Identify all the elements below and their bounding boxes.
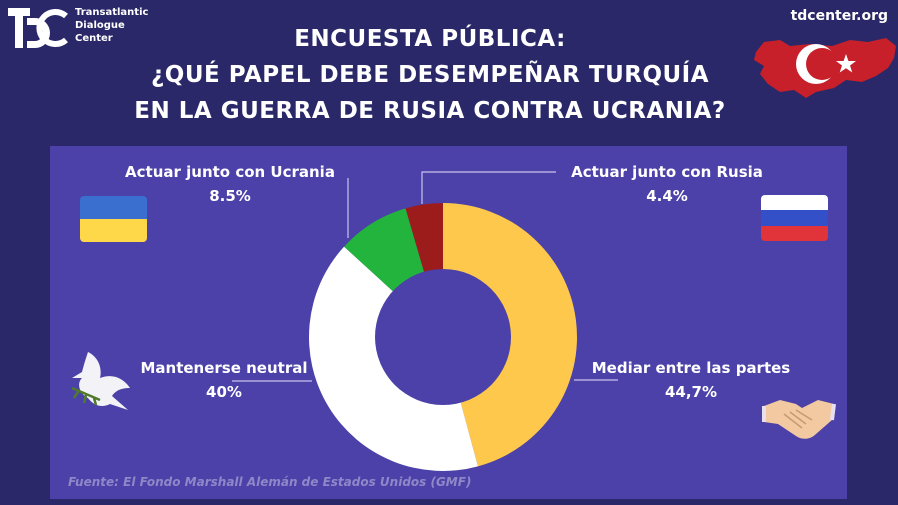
russia-flag-icon [761,195,828,241]
slice-label-mediate: Mediar entre las partes 44,7% [586,356,796,404]
slice-label-name: Mediar entre las partes [591,359,791,377]
title-line-1: ENCUESTA PÚBLICA: [294,26,566,52]
site-url: tdcenter.org [790,8,888,24]
org-name: Transatlantic Dialogue Center [75,6,165,45]
leader-line-russia [421,171,556,204]
title-line-2: ¿QUÉ PAPEL DEBE DESEMPEÑAR TURQUÍA [150,62,710,88]
turkey-map-flag-icon [754,38,896,98]
org-name-line: Center [75,33,113,44]
handshake-icon [762,400,836,439]
org-name-line: Dialogue [75,20,125,31]
donut-hole [375,269,511,405]
slice-label-name: Actuar junto con Rusia [571,163,763,181]
slice-label-value: 4.4% [646,187,688,205]
title-line-3: EN LA GUERRA DE RUSIA CONTRA UCRANIA? [134,98,726,124]
slice-label-value: 8.5% [209,187,251,205]
slice-label-value: 44,7% [664,383,718,401]
dove-icon [71,352,130,410]
org-name-line: Transatlantic [75,7,149,18]
source-note: Fuente: El Fondo Marshall Alemán de Esta… [68,475,472,489]
slice-label-russia: Actuar junto con Rusia 4.4% [562,160,772,208]
slice-label-value: 40% [206,383,242,401]
slice-label-name: Mantenerse neutral [140,359,308,377]
slice-label-name: Actuar junto con Ucrania [125,163,335,181]
slice-label-ukraine: Actuar junto con Ucrania 8.5% [118,160,342,208]
ukraine-flag-icon [80,196,147,242]
slice-label-neutral: Mantenerse neutral 40% [136,356,312,404]
tdc-logo [8,8,68,48]
